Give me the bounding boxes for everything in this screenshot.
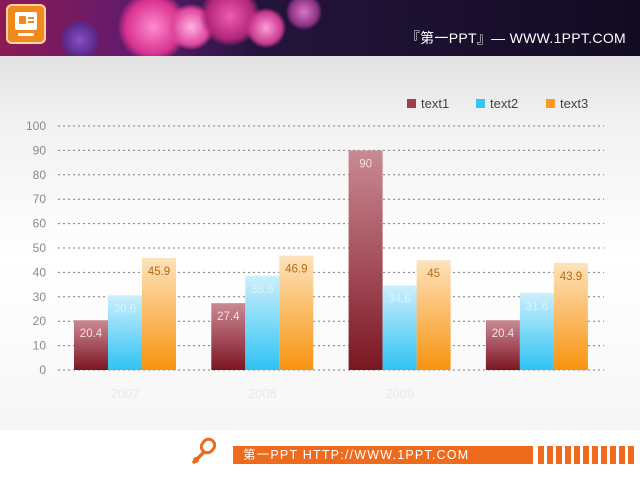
bar-text1 (211, 303, 246, 370)
header-banner: 『第一PPT』— WWW.1PPT.COM (0, 0, 640, 56)
data-label: 20.4 (80, 328, 103, 340)
data-label: 45 (427, 268, 440, 280)
legend-label: text3 (560, 96, 588, 111)
footer-stripe (610, 446, 616, 464)
legend-swatch-text1 (407, 99, 416, 108)
bokeh-decoration (286, 0, 322, 30)
y-tick-label: 100 (26, 119, 46, 133)
bar-text2 (245, 275, 280, 370)
header-title: 『第一PPT』— WWW.1PPT.COM (405, 30, 626, 46)
bar-text3 (279, 255, 314, 370)
y-tick-label: 50 (33, 241, 47, 255)
footer-stripe (583, 446, 589, 464)
x-tick-label: 2009 (385, 386, 414, 401)
data-label: 20.4 (492, 328, 515, 340)
footer-stripe (601, 446, 607, 464)
y-tick-label: 70 (33, 192, 47, 206)
data-label: 30.6 (114, 303, 136, 315)
bar-text3 (142, 258, 176, 370)
x-tick-label: 2007 (111, 386, 140, 401)
footer-stripes (538, 446, 640, 464)
bar-text2 (382, 285, 417, 370)
data-label: 31.6 (526, 301, 548, 313)
bar-text1 (485, 320, 520, 370)
data-label: 46.9 (285, 264, 307, 276)
footer-stripe (565, 446, 571, 464)
footer-stripe (547, 446, 553, 464)
bar-text3 (553, 262, 588, 370)
legend-label: text1 (421, 96, 449, 111)
legend-label: text2 (490, 96, 518, 111)
bar-text2 (108, 295, 142, 370)
data-label: 27.4 (217, 311, 240, 323)
chart-area: 0 10 20 30 40 50 60 70 80 90 100 20.4 30.6 45.9 2007 2… (0, 56, 640, 430)
y-tick-label: 0 (39, 363, 46, 377)
bokeh-decoration (246, 8, 286, 48)
bar-text1 (348, 150, 383, 370)
y-tick-label: 30 (33, 290, 47, 304)
y-tick-label: 60 (33, 217, 47, 231)
link-icon (192, 437, 217, 464)
bar-text1 (74, 320, 108, 370)
footer-stripe (619, 446, 625, 464)
legend-swatch-text2 (476, 99, 485, 108)
y-tick-label: 90 (33, 143, 47, 157)
bar-chart: 0 10 20 30 40 50 60 70 80 90 100 20.4 30.6 45.9 2007 2… (26, 96, 604, 401)
data-label: 90 (359, 158, 372, 170)
data-label: 34.6 (388, 294, 410, 306)
y-tick-label: 20 (33, 314, 47, 328)
bar-text2 (519, 292, 554, 370)
y-tick-label: 10 (33, 339, 47, 353)
bar-text3 (416, 260, 451, 370)
legend-swatch-text3 (546, 99, 555, 108)
data-label: 38.6 (251, 284, 273, 296)
presentation-icon (6, 4, 46, 44)
bokeh-decoration (60, 20, 100, 56)
footer-stripe (556, 446, 562, 464)
data-label: 45.9 (148, 266, 170, 278)
footer-stripe (628, 446, 634, 464)
footer-stripe (574, 446, 580, 464)
x-tick-label: 2008 (248, 386, 277, 401)
footer-stripe (592, 446, 598, 464)
footer-stripe (538, 446, 544, 464)
y-tick-label: 40 (33, 265, 47, 279)
y-tick-label: 80 (33, 168, 47, 182)
footer-url-bar: 第一PPT HTTP://WWW.1PPT.COM (233, 446, 533, 464)
data-label: 43.9 (560, 271, 582, 283)
